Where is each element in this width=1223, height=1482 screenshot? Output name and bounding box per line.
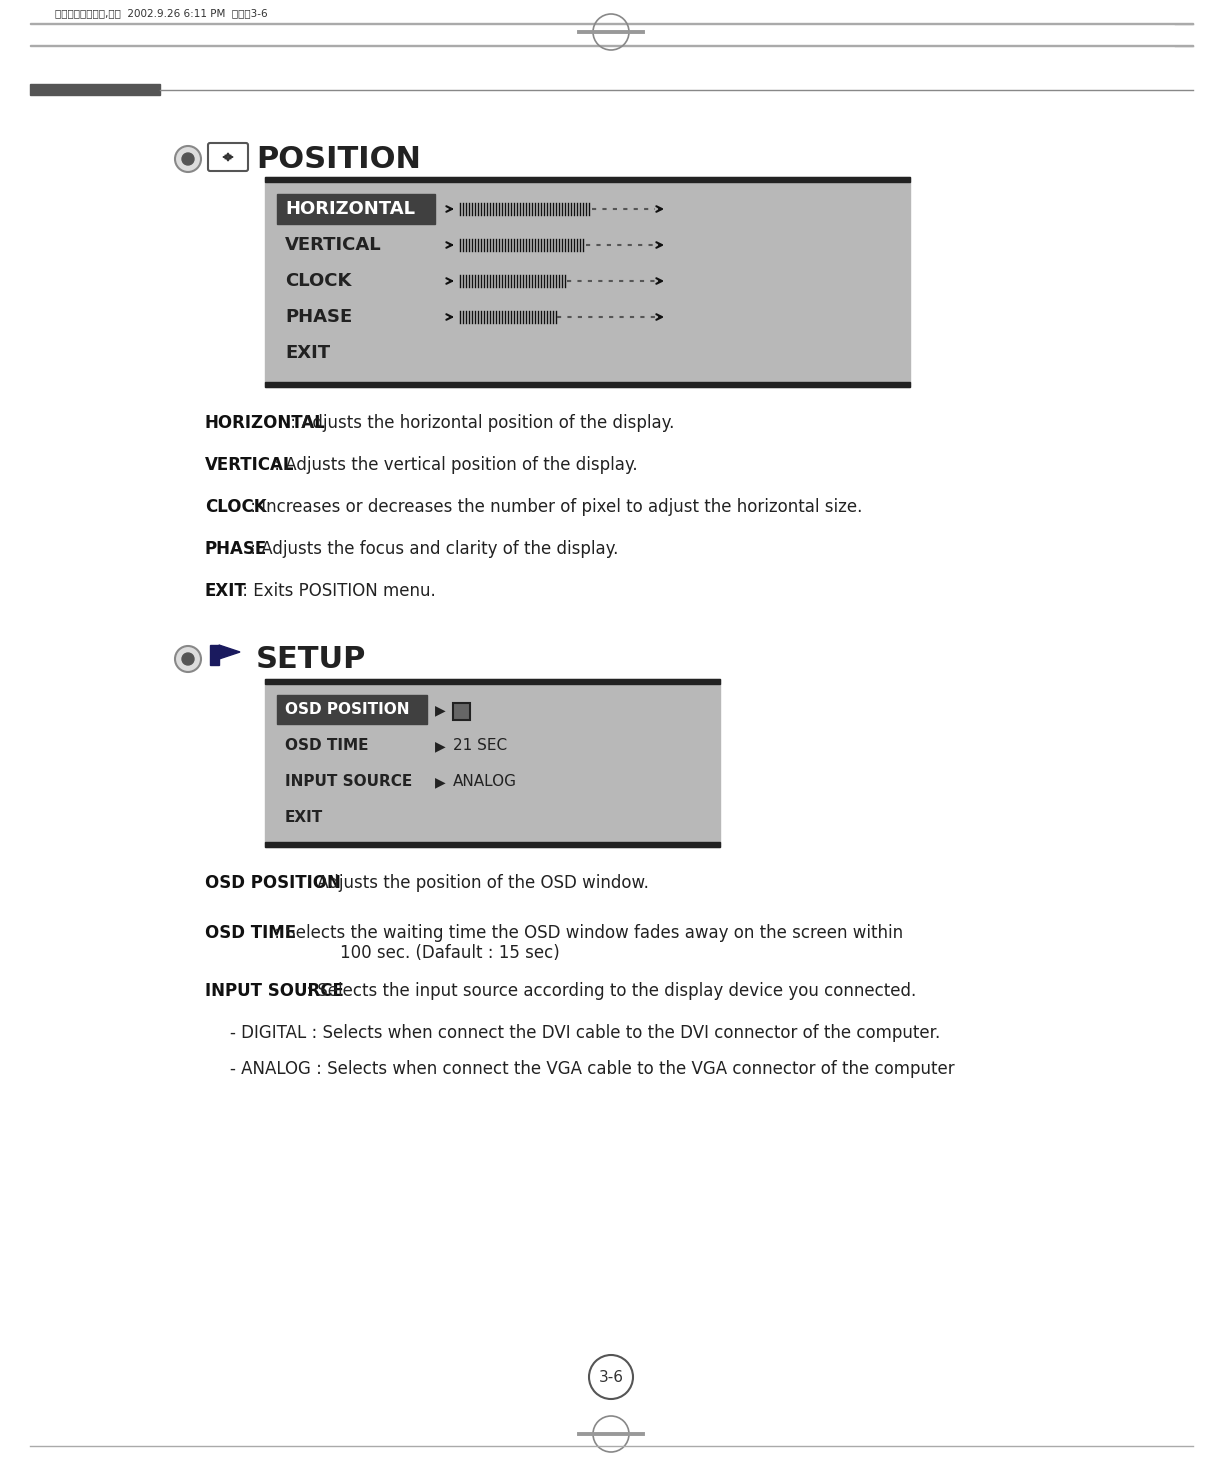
- Text: HORIZONTAL: HORIZONTAL: [205, 413, 325, 431]
- Text: : Increases or decreases the number of pixel to adjust the horizontal size.: : Increases or decreases the number of p…: [245, 498, 862, 516]
- Text: ▶: ▶: [435, 740, 445, 753]
- Text: ANALOG: ANALOG: [453, 775, 517, 790]
- Text: : Adjusts the position of the OSD window.: : Adjusts the position of the OSD window…: [301, 874, 649, 892]
- Text: : Selects the input source according to the display device you connected.: : Selects the input source according to …: [301, 983, 916, 1000]
- Text: ▶: ▶: [435, 702, 445, 717]
- FancyBboxPatch shape: [208, 142, 248, 170]
- Text: OSD POSITION: OSD POSITION: [205, 874, 341, 892]
- Text: VERTICAL: VERTICAL: [205, 456, 295, 474]
- Circle shape: [175, 646, 201, 671]
- Text: PHASE: PHASE: [285, 308, 352, 326]
- Text: : Exits POSITION menu.: : Exits POSITION menu.: [237, 582, 435, 600]
- Circle shape: [182, 654, 194, 665]
- Text: POSITION: POSITION: [256, 145, 421, 173]
- Bar: [31, 44, 1192, 46]
- Text: HORIZONTAL: HORIZONTAL: [285, 200, 415, 218]
- Bar: [265, 679, 720, 848]
- Bar: [265, 382, 910, 387]
- Text: SETUP: SETUP: [256, 645, 367, 673]
- Text: 21 SEC: 21 SEC: [453, 738, 508, 753]
- Text: EXIT: EXIT: [285, 344, 330, 362]
- Text: 3-6: 3-6: [598, 1369, 624, 1384]
- Bar: [453, 702, 470, 720]
- Circle shape: [175, 147, 201, 172]
- Text: PHASE: PHASE: [205, 539, 268, 559]
- Text: 모니터시용설명서,영문  2002.9.26 6:11 PM  페이지3-6: 모니터시용설명서,영문 2002.9.26 6:11 PM 페이지3-6: [55, 7, 268, 18]
- Bar: [265, 679, 720, 685]
- Text: VERTICAL: VERTICAL: [285, 236, 382, 253]
- Bar: [31, 84, 160, 95]
- Text: : Adjusts the focus and clarity of the display.: : Adjusts the focus and clarity of the d…: [245, 539, 619, 559]
- Bar: [31, 22, 1192, 24]
- Text: INPUT SOURCE: INPUT SOURCE: [285, 775, 412, 790]
- Text: 100 sec. (Dafault : 15 sec): 100 sec. (Dafault : 15 sec): [340, 944, 560, 962]
- Text: INPUT SOURCE: INPUT SOURCE: [205, 983, 344, 1000]
- Text: : Selects the waiting time the OSD window fades away on the screen within: : Selects the waiting time the OSD windo…: [269, 923, 903, 943]
- Bar: [265, 176, 910, 182]
- Text: : Adjusts the horizontal position of the display.: : Adjusts the horizontal position of the…: [285, 413, 674, 431]
- Text: - DIGITAL : Selects when connect the DVI cable to the DVI connector of the compu: - DIGITAL : Selects when connect the DVI…: [230, 1024, 940, 1042]
- Bar: [210, 645, 219, 665]
- Bar: [265, 842, 720, 848]
- Bar: [265, 176, 910, 387]
- Bar: [276, 695, 427, 725]
- Text: CLOCK: CLOCK: [285, 273, 351, 290]
- Text: EXIT: EXIT: [285, 811, 323, 825]
- Text: ▶: ▶: [435, 775, 445, 788]
- Bar: [276, 194, 435, 224]
- Text: OSD TIME: OSD TIME: [285, 738, 368, 753]
- Text: : Adjusts the vertical position of the display.: : Adjusts the vertical position of the d…: [269, 456, 637, 474]
- Text: - ANALOG : Selects when connect the VGA cable to the VGA connector of the comput: - ANALOG : Selects when connect the VGA …: [230, 1060, 955, 1077]
- Circle shape: [182, 153, 194, 165]
- Polygon shape: [219, 645, 240, 659]
- Text: EXIT: EXIT: [205, 582, 247, 600]
- Text: OSD TIME: OSD TIME: [205, 923, 296, 943]
- Text: OSD POSITION: OSD POSITION: [285, 702, 410, 717]
- Text: CLOCK: CLOCK: [205, 498, 267, 516]
